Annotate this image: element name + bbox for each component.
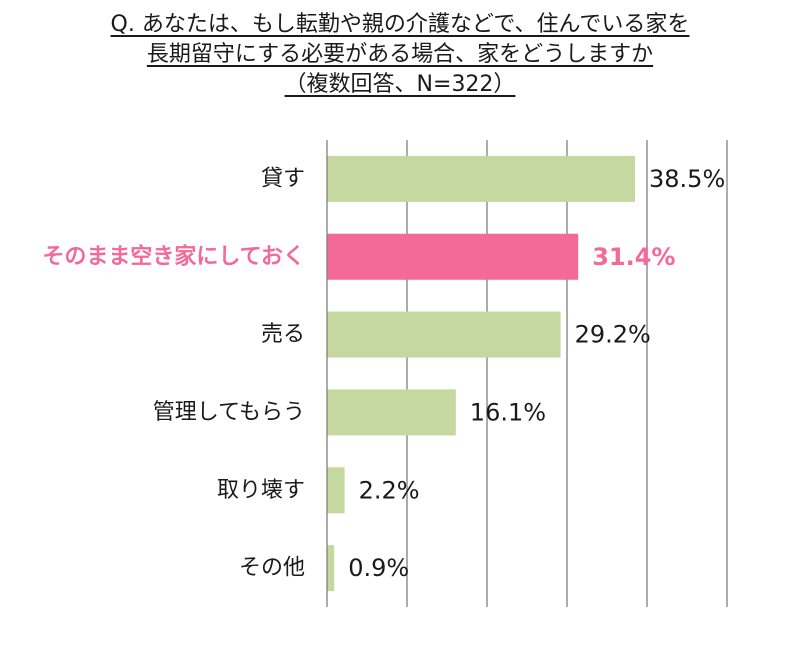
bar [327,545,335,592]
data-label: 31.4% [592,243,675,271]
data-label: 16.1% [470,398,546,426]
bar [327,311,561,358]
category-label: そのまま空き家にしておく [42,243,305,269]
chart-title: Q. あなたは、もし転勤や親の介護などで、住んでいる家を 長期留守にする必要があ… [0,10,800,100]
bar [327,389,456,436]
category-label: 貸す [261,166,305,191]
bar [327,155,635,202]
category-label: 管理してもらう [153,400,305,425]
category-label: 取り壊す [217,478,305,503]
category-label: 売る [261,322,305,347]
data-label: 29.2% [575,321,651,349]
data-label: 38.5% [649,165,725,193]
title-line-2: 長期留守にする必要がある場合、家をどうしますか [146,42,654,67]
data-label: 0.9% [348,554,409,582]
data-label: 2.2% [359,476,420,504]
category-label: その他 [239,556,305,581]
bar [327,233,579,280]
bar [327,467,345,514]
title-line-1: Q. あなたは、もし転勤や親の介護などで、住んでいる家を [110,12,690,37]
title-line-3: （複数回答、N=322） [284,72,516,97]
